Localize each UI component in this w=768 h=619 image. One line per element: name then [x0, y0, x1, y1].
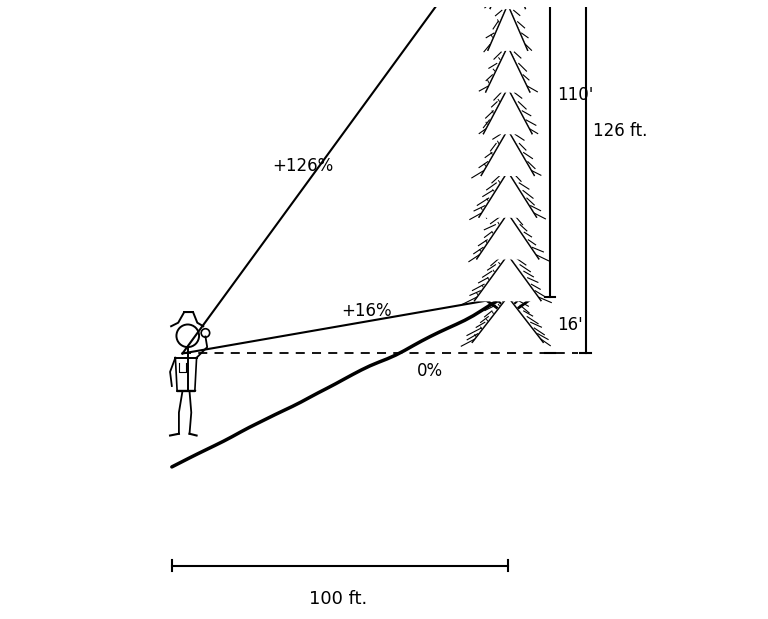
- Polygon shape: [472, 297, 543, 342]
- Polygon shape: [477, 214, 538, 259]
- Text: +16%: +16%: [341, 302, 392, 320]
- Text: +126%: +126%: [272, 157, 333, 175]
- Text: 16': 16': [558, 316, 583, 334]
- Polygon shape: [486, 46, 530, 92]
- Polygon shape: [482, 130, 535, 175]
- Polygon shape: [490, 0, 525, 9]
- Polygon shape: [488, 5, 528, 50]
- Polygon shape: [475, 255, 541, 301]
- Polygon shape: [502, 297, 514, 332]
- Polygon shape: [472, 297, 543, 342]
- Polygon shape: [479, 171, 536, 217]
- Polygon shape: [488, 5, 528, 50]
- Polygon shape: [479, 171, 536, 217]
- Polygon shape: [475, 255, 541, 301]
- Text: 110': 110': [558, 86, 594, 105]
- Polygon shape: [484, 88, 532, 134]
- Text: 0%: 0%: [417, 362, 443, 380]
- Polygon shape: [482, 130, 535, 175]
- Polygon shape: [484, 88, 532, 134]
- Polygon shape: [490, 0, 525, 9]
- Text: 126 ft.: 126 ft.: [593, 122, 647, 140]
- Text: 100 ft.: 100 ft.: [309, 591, 367, 608]
- Polygon shape: [477, 214, 538, 259]
- Polygon shape: [486, 46, 530, 92]
